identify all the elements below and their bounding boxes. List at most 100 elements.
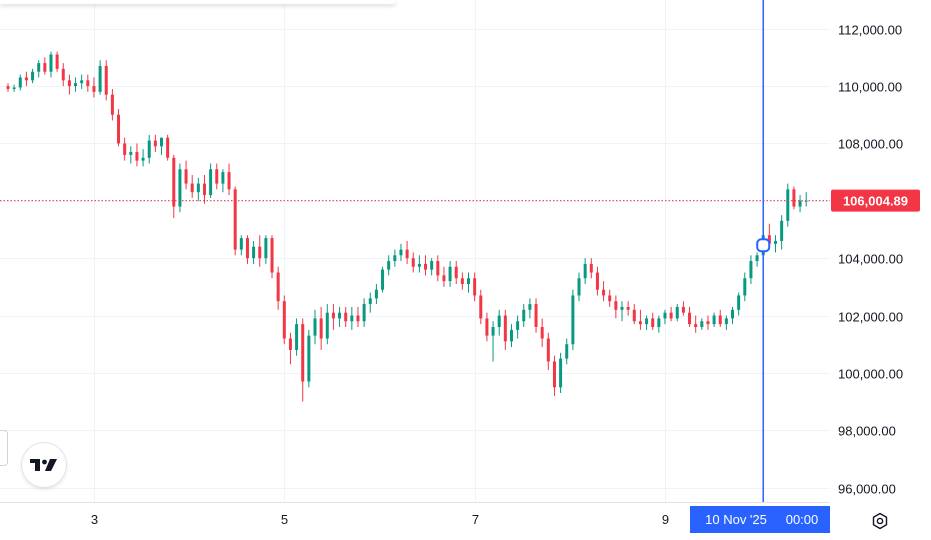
candle-body bbox=[411, 258, 415, 267]
crosshair-time-label: 00:00 bbox=[786, 512, 819, 527]
candle-body bbox=[160, 137, 163, 147]
candle-body bbox=[743, 278, 747, 296]
candle-body bbox=[190, 183, 194, 193]
candle-body bbox=[196, 183, 200, 193]
candle-body bbox=[737, 295, 741, 310]
last-price-label: 106,004.89 bbox=[843, 194, 908, 209]
candle-body bbox=[497, 315, 501, 328]
tradingview-logo[interactable] bbox=[22, 443, 66, 487]
candle-body bbox=[74, 83, 78, 87]
candle-body bbox=[362, 304, 366, 322]
candle-body bbox=[645, 318, 649, 325]
candle-body bbox=[43, 63, 47, 72]
candle-body bbox=[467, 278, 470, 284]
candle-body bbox=[135, 152, 139, 161]
candle-body bbox=[178, 169, 182, 207]
candles bbox=[6, 51, 808, 402]
chart-settings-button[interactable] bbox=[869, 510, 891, 532]
candle-body bbox=[117, 114, 121, 144]
toolbar-panel-edge bbox=[0, 0, 396, 4]
crosshair-date-label: 10 Nov '25 bbox=[705, 512, 767, 527]
time-tick-label: 5 bbox=[281, 512, 288, 527]
candle-body bbox=[233, 189, 237, 250]
candle-body bbox=[288, 338, 292, 350]
candle-body bbox=[123, 143, 127, 155]
candle-body bbox=[608, 295, 612, 302]
crosshair-marker bbox=[756, 238, 771, 253]
candle-body bbox=[424, 263, 428, 270]
candle-body bbox=[184, 169, 188, 184]
candle-body bbox=[209, 169, 213, 196]
candle-body bbox=[399, 249, 403, 256]
candle-body bbox=[675, 306, 679, 319]
candle-body bbox=[264, 238, 268, 259]
candle-body bbox=[503, 315, 507, 342]
candle-body bbox=[602, 289, 606, 296]
candle-body bbox=[430, 261, 434, 270]
price-tick-label: 104,000.00 bbox=[838, 252, 903, 267]
candle-body bbox=[374, 289, 378, 299]
candle-body bbox=[270, 238, 274, 273]
candle-body bbox=[307, 335, 311, 382]
candle-body bbox=[657, 318, 661, 328]
candle-body bbox=[516, 321, 520, 330]
price-axis[interactable]: 112,000.00110,000.00108,000.00106,000.00… bbox=[838, 23, 903, 497]
candle-body bbox=[221, 172, 225, 184]
chart-grid bbox=[0, 0, 830, 502]
candle-body bbox=[724, 318, 728, 325]
candle-body bbox=[669, 312, 673, 319]
time-tick-label: 9 bbox=[662, 512, 669, 527]
candle-body bbox=[774, 240, 777, 244]
candle-body bbox=[626, 306, 630, 310]
candle-body bbox=[92, 86, 96, 92]
candle-body bbox=[509, 329, 513, 342]
candle-body bbox=[718, 315, 722, 325]
candle-body bbox=[141, 157, 145, 161]
candle-body bbox=[215, 169, 219, 184]
candle-body bbox=[147, 140, 151, 158]
candle-body bbox=[767, 235, 771, 244]
candle-body bbox=[595, 272, 599, 290]
candle-body bbox=[129, 152, 133, 155]
candle-body bbox=[67, 80, 71, 87]
candle-body bbox=[485, 318, 489, 336]
candle-body bbox=[331, 312, 335, 319]
price-tick-label: 98,000.00 bbox=[838, 424, 896, 439]
side-panel-handle[interactable] bbox=[0, 430, 8, 466]
candle-body bbox=[565, 344, 569, 359]
candle-body bbox=[153, 140, 157, 147]
candle-body bbox=[86, 80, 90, 87]
candle-body bbox=[313, 318, 317, 336]
candle-body bbox=[473, 278, 477, 296]
candle-body bbox=[460, 278, 464, 284]
price-tick-label: 108,000.00 bbox=[838, 137, 903, 152]
price-tick-label: 112,000.00 bbox=[838, 23, 902, 38]
candle-body bbox=[694, 324, 698, 328]
candle-body bbox=[614, 301, 618, 310]
gear-icon bbox=[872, 512, 888, 530]
candle-body bbox=[245, 238, 249, 259]
candle-body bbox=[6, 86, 10, 89]
candle-body bbox=[24, 77, 28, 81]
time-tick-label: 3 bbox=[91, 512, 98, 527]
candle-body bbox=[258, 246, 262, 259]
candle-body bbox=[282, 301, 286, 339]
time-axis[interactable]: 3 5 7 9 bbox=[91, 512, 669, 527]
candle-body bbox=[325, 312, 329, 339]
price-tick-label: 102,000.00 bbox=[838, 310, 903, 325]
candle-body bbox=[632, 309, 636, 322]
candle-body bbox=[546, 338, 550, 362]
candle-body bbox=[688, 312, 692, 325]
candle-body bbox=[522, 309, 526, 322]
candle-body bbox=[80, 80, 84, 84]
candle-body bbox=[202, 183, 206, 196]
candle-body bbox=[276, 272, 280, 302]
candle-body bbox=[638, 321, 642, 325]
tradingview-logo-icon bbox=[30, 459, 57, 471]
candle-body bbox=[110, 94, 114, 115]
candle-body bbox=[12, 87, 16, 89]
candle-body bbox=[755, 255, 759, 262]
candle-body bbox=[583, 263, 587, 279]
candle-body bbox=[798, 200, 802, 207]
